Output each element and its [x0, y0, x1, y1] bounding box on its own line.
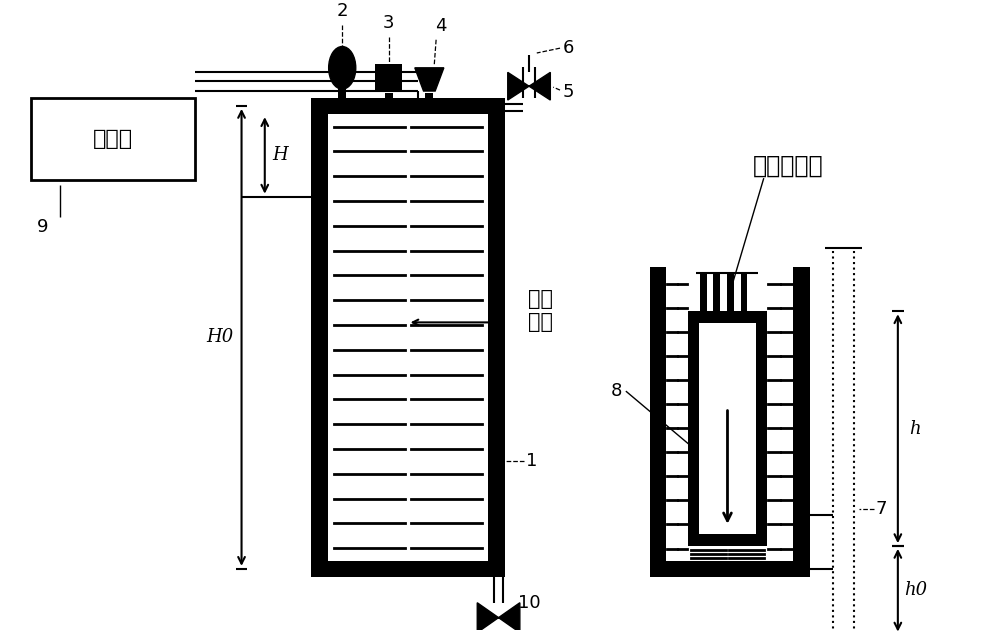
Bar	[688, 311, 767, 323]
Text: 5: 5	[563, 83, 574, 101]
Bar	[425, 93, 433, 114]
Text: 低温
液体: 低温 液体	[528, 289, 553, 332]
Bar	[311, 98, 505, 114]
Bar	[741, 272, 747, 311]
Text: 控制台: 控制台	[93, 129, 133, 149]
Bar	[793, 267, 810, 577]
Bar	[488, 98, 505, 577]
Text: h: h	[909, 420, 921, 438]
Bar	[688, 535, 767, 546]
Text: 3: 3	[383, 14, 394, 32]
Bar	[650, 267, 666, 577]
Text: 1: 1	[526, 452, 538, 470]
Bar	[375, 64, 402, 90]
Bar	[31, 98, 195, 180]
Text: 4: 4	[435, 17, 447, 35]
Bar	[688, 323, 699, 546]
Text: 8: 8	[610, 382, 622, 400]
Bar	[311, 98, 328, 577]
Bar	[650, 561, 810, 577]
Bar	[311, 561, 505, 577]
Text: H: H	[273, 147, 288, 164]
Bar	[727, 272, 734, 311]
Text: 6: 6	[563, 39, 574, 57]
Text: 气体收集器: 气体收集器	[753, 154, 823, 178]
Polygon shape	[415, 68, 444, 91]
Text: h0: h0	[904, 581, 927, 599]
Bar	[338, 85, 346, 114]
Text: 10: 10	[518, 594, 541, 612]
Polygon shape	[508, 72, 550, 100]
Bar	[699, 323, 756, 535]
Text: 7: 7	[876, 500, 887, 518]
Ellipse shape	[329, 46, 356, 89]
Polygon shape	[477, 603, 520, 632]
Bar	[700, 272, 707, 311]
Bar	[756, 323, 767, 546]
Bar	[713, 272, 720, 311]
Text: 9: 9	[36, 218, 48, 236]
Text: H0: H0	[207, 328, 234, 347]
Text: 2: 2	[336, 3, 348, 20]
Bar	[385, 93, 393, 114]
